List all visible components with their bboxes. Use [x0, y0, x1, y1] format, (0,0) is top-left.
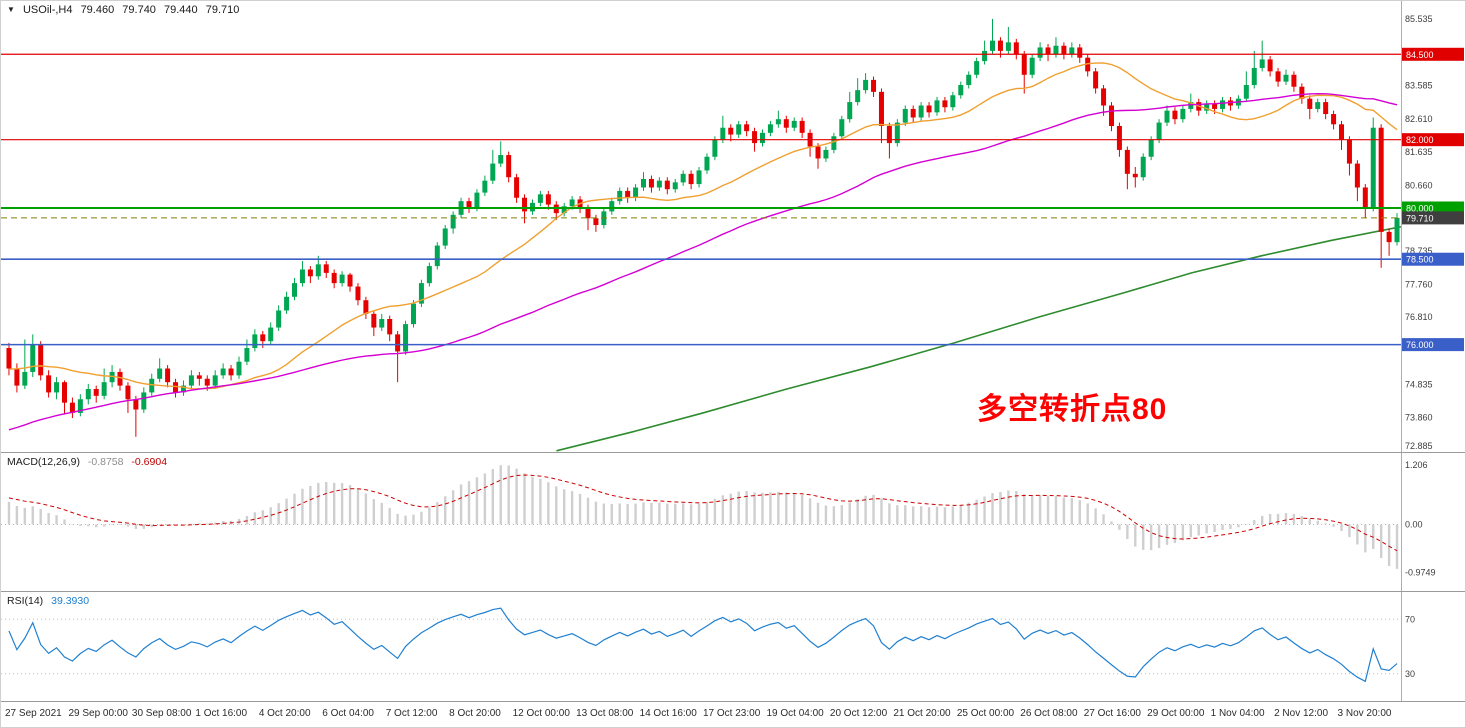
- annotation-text[interactable]: 多空转折点80: [977, 393, 1168, 426]
- ma-slow-line: [556, 225, 1402, 452]
- time-axis-label: 3 Nov 20:00: [1337, 708, 1392, 719]
- chart-title: ▼ USOil-,H4 79.460 79.740 79.440 79.710: [7, 4, 244, 16]
- time-axis-label: 19 Oct 04:00: [766, 708, 824, 719]
- time-axis-label: 21 Oct 20:00: [893, 708, 951, 719]
- time-axis-label: 17 Oct 23:00: [703, 708, 761, 719]
- time-axis-label: 27 Oct 16:00: [1083, 708, 1141, 719]
- time-axis-label: 26 Oct 08:00: [1020, 708, 1078, 719]
- time-axis-label: 1 Oct 16:00: [195, 708, 248, 719]
- ohlc-open: 79.460: [80, 4, 115, 16]
- time-axis-label: 12 Oct 00:00: [512, 708, 570, 719]
- svg-text:-0.9749: -0.9749: [1405, 568, 1436, 578]
- symbol-dropdown-icon[interactable]: ▼: [7, 5, 15, 14]
- macd-value-signal: -0.6904: [131, 456, 168, 468]
- svg-text:84.500: 84.500: [1406, 50, 1434, 60]
- macd-chart-canvas: 1.206 0.00 -0.9749: [1, 453, 1436, 591]
- time-axis-label: 7 Oct 12:00: [385, 708, 438, 719]
- time-axis-label: 27 Sep 2021: [5, 708, 62, 719]
- macd-signal-line: [8, 474, 1398, 552]
- rsi-line: [8, 607, 1398, 683]
- time-axis-label: 2 Nov 12:00: [1274, 708, 1329, 719]
- svg-text:77.760: 77.760: [1405, 279, 1433, 289]
- svg-text:74.835: 74.835: [1405, 379, 1433, 389]
- time-axis-label: 1 Nov 04:00: [1210, 708, 1265, 719]
- price-chart-canvas: 85.535 83.585 82.610 81.635 80.660 78.735 77.7…: [1, 1, 1465, 452]
- svg-text:80.000: 80.000: [1406, 203, 1434, 213]
- time-axis-label: 6 Oct 04:00: [322, 708, 374, 719]
- rsi-value: 39.3930: [51, 595, 90, 607]
- time-axis-label: 30 Sep 08:00: [131, 708, 192, 719]
- svg-text:82.000: 82.000: [1406, 135, 1434, 145]
- svg-text:85.535: 85.535: [1405, 14, 1433, 24]
- macd-panel[interactable]: 1.206 0.00 -0.9749 MACD(12,26,9) -0.8758 -…: [1, 453, 1465, 592]
- svg-text:76.000: 76.000: [1406, 340, 1434, 350]
- svg-text:83.585: 83.585: [1405, 81, 1433, 91]
- time-axis-label: 25 Oct 00:00: [956, 708, 1015, 719]
- price-panel[interactable]: 85.535 83.585 82.610 81.635 80.660 78.735 77.7…: [1, 1, 1465, 453]
- svg-text:1.206: 1.206: [1405, 460, 1428, 470]
- rsi-chart-canvas: 70 30: [1, 592, 1416, 701]
- ma-mid-line: [8, 92, 1398, 431]
- macd-histogram: [7, 465, 1399, 569]
- macd-value-main: -0.8758: [87, 456, 124, 468]
- ohlc-high: 79.740: [122, 4, 156, 16]
- rsi-right-axis[interactable]: 70 30: [1401, 592, 1416, 701]
- time-axis-label: 20 Oct 12:00: [829, 708, 888, 719]
- symbol-period-label: USOil-,H4: [22, 4, 73, 16]
- time-axis-label: 29 Sep 00:00: [68, 708, 128, 719]
- candlesticks: [6, 18, 1400, 437]
- svg-text:78.500: 78.500: [1406, 255, 1434, 265]
- horizontal-level-lines[interactable]: [1, 53, 1401, 346]
- svg-text:80.660: 80.660: [1405, 180, 1433, 190]
- svg-text:73.860: 73.860: [1405, 413, 1433, 423]
- time-axis-label: 4 Oct 20:00: [258, 708, 311, 719]
- svg-text:0.00: 0.00: [1405, 519, 1423, 529]
- svg-text:76.810: 76.810: [1405, 312, 1433, 322]
- ohlc-low: 79.440: [164, 4, 198, 16]
- macd-label: MACD(12,26,9) -0.8758 -0.6904: [7, 456, 172, 468]
- time-axis-label: 14 Oct 16:00: [639, 708, 697, 719]
- macd-name: MACD(12,26,9): [7, 456, 80, 468]
- time-axis-label: 13 Oct 08:00: [576, 708, 634, 719]
- price-right-axis[interactable]: 85.535 83.585 82.610 81.635 80.660 78.735 77.7…: [1401, 1, 1465, 452]
- time-axis-label: 29 Oct 00:00: [1147, 708, 1205, 719]
- rsi-panel[interactable]: 70 30 RSI(14) 39.3930: [1, 592, 1465, 702]
- time-axis[interactable]: 27 Sep 2021 29 Sep 00:00 30 Sep 08:00 1 Oct…: [1, 702, 1465, 727]
- svg-text:30: 30: [1405, 669, 1415, 679]
- svg-text:81.635: 81.635: [1405, 147, 1433, 157]
- svg-text:79.710: 79.710: [1406, 213, 1434, 223]
- ma-fast-line: [8, 62, 1398, 390]
- ohlc-close: 79.710: [205, 4, 240, 16]
- svg-text:82.610: 82.610: [1405, 114, 1433, 124]
- rsi-label: RSI(14) 39.3930: [7, 595, 94, 607]
- svg-text:78.735: 78.735: [1405, 246, 1433, 256]
- svg-text:72.885: 72.885: [1405, 441, 1433, 451]
- time-axis-label: 8 Oct 20:00: [449, 708, 501, 719]
- rsi-name: RSI(14): [7, 595, 44, 607]
- macd-right-axis[interactable]: 1.206 0.00 -0.9749: [1401, 453, 1436, 591]
- svg-text:70: 70: [1405, 614, 1415, 624]
